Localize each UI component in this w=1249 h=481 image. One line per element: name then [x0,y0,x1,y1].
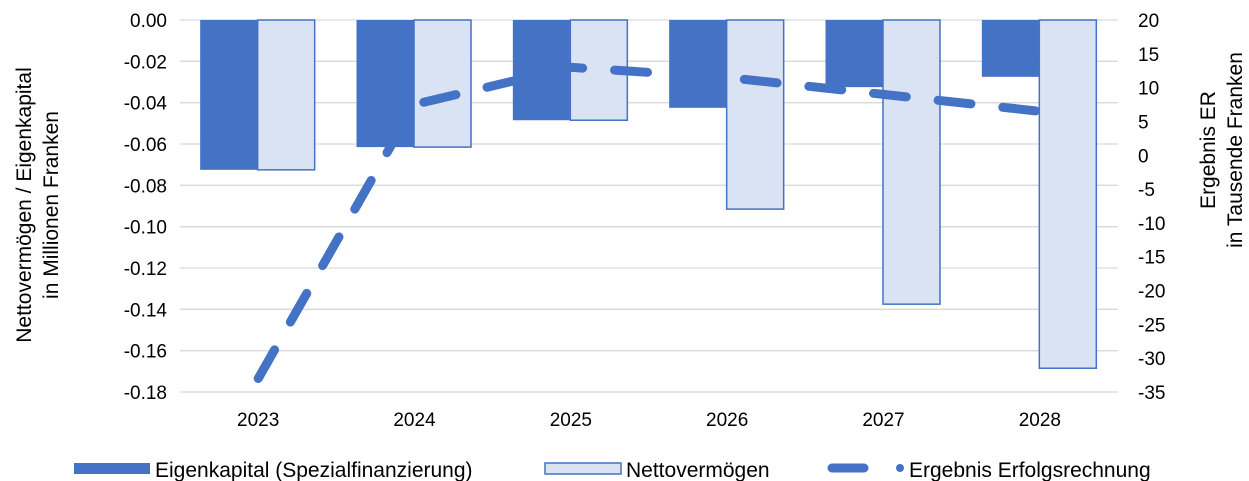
right-tick-label-4: 0 [1138,146,1149,167]
left-tick-label-1: -0.02 [124,52,167,73]
x-tick-label-2028: 2028 [1019,410,1061,431]
right-axis-ticks: 20 15 10 5 0 -5 -10 -15 -20 -25 -30 -35 [1138,11,1165,404]
bar-eigenkapital-2027 [825,20,883,88]
legend-swatch-nettovermoegen [544,462,622,475]
legend-label-nettovermoegen: Nettovermögen [626,459,770,481]
bar-eigenkapital-2023 [200,20,258,170]
x-tick-label-2026: 2026 [706,410,748,431]
x-tick-label-2023: 2023 [237,410,279,431]
right-axis-title-line2: in Tausende Franken [1224,52,1247,248]
legend: Eigenkapital (Spezialfinanzierung) Netto… [74,459,1151,481]
right-axis-title-line1: Ergebnis ER [1197,91,1220,209]
right-tick-label-7: -15 [1138,248,1165,269]
right-tick-label-2: 10 [1138,79,1159,100]
bar-nettovermoegen-2026 [725,19,785,210]
left-tick-label-2: -0.04 [124,94,168,115]
right-tick-label-0: 20 [1138,11,1159,32]
x-tick-label-2024: 2024 [393,410,436,431]
left-tick-label-9: -0.18 [124,383,167,404]
left-axis-ticks: 0.00 -0.02 -0.04 -0.06 -0.08 -0.10 -0.12 -0.14 -… [124,11,168,404]
legend-label-eigenkapital: Eigenkapital (Spezialfinanzierung) [155,459,473,481]
right-tick-label-5: -5 [1138,180,1155,201]
legend-label-ergebnis: Ergebnis Erfolgsrechnung [909,459,1151,481]
right-tick-label-3: 5 [1138,112,1149,133]
right-tick-label-8: -20 [1138,282,1165,303]
bar-eigenkapital-2026 [669,20,727,108]
bar-eigenkapital-2028 [981,20,1039,77]
bar-nettovermoegen-2027 [882,19,941,305]
bar-nettovermoegen-2028 [1038,19,1098,369]
result-line [253,62,1045,383]
right-tick-label-9: -25 [1138,315,1165,336]
bar-nettovermoegen-2023 [256,19,316,171]
x-tick-label-2025: 2025 [550,410,592,431]
bars [200,19,1098,369]
left-tick-label-3: -0.06 [124,135,167,156]
x-axis-ticks: 2023 2024 2025 2026 2027 2028 [237,410,1061,431]
left-tick-label-4: -0.08 [124,176,167,197]
bar-nettovermoegen-2024 [413,19,472,148]
right-tick-label-11: -35 [1138,383,1165,404]
right-tick-label-10: -30 [1138,349,1165,370]
legend-swatch-eigenkapital [74,463,150,474]
ergebnis-line-path [253,62,1045,383]
legend-swatch-ergebnis-dot [896,464,904,472]
x-tick-label-2027: 2027 [862,410,904,431]
left-tick-label-6: -0.12 [124,259,167,280]
gridlines [180,19,1118,393]
left-tick-label-8: -0.16 [124,342,167,363]
right-tick-label-6: -10 [1138,214,1165,235]
left-axis-title-line1: Nettovermögen / Eigenkapital [13,67,36,343]
left-axis-title-line2: in Millionen Franken [40,111,63,299]
right-tick-label-1: 15 [1138,45,1159,66]
left-tick-label-7: -0.14 [124,300,168,321]
left-tick-label-5: -0.10 [124,218,167,239]
left-tick-label-0: 0.00 [130,11,167,32]
